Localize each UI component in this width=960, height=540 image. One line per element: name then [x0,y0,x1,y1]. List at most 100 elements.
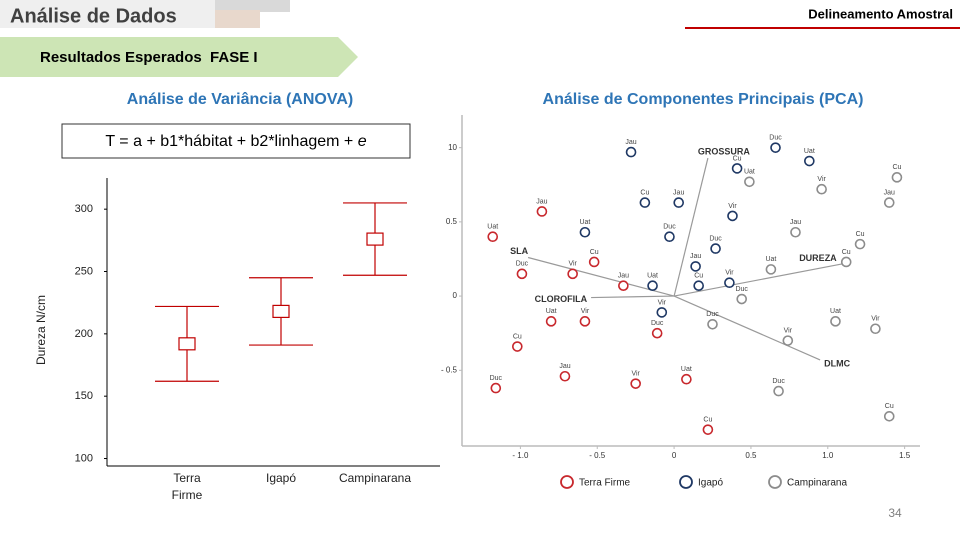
point-label: Vir [784,327,793,334]
point [693,280,704,291]
point [664,231,675,243]
point-label: Jau [536,198,547,205]
point [647,280,658,291]
point [773,385,784,397]
point [516,268,528,280]
point-label: Jau [884,189,895,196]
point-label: Jau [690,253,701,260]
point [579,226,591,238]
point-label: Cu [640,189,649,196]
vector-label: DUREZA [799,253,837,263]
point-label: Cu [842,249,851,256]
point [816,183,827,195]
point [536,206,548,217]
mean-marker [272,304,290,319]
point [588,256,600,268]
vector-label: SLA [510,246,529,256]
point [579,316,591,327]
point-label: Vir [871,316,880,323]
point [830,316,841,327]
point [512,341,523,352]
point-label: Cu [513,333,522,340]
y-tick-label: 10 [448,143,457,152]
point [707,318,718,330]
point-label: Duc [651,320,664,327]
y-tick-label: 0 [453,291,458,300]
point [690,261,701,272]
chart-title: Análise de Variância (ANOVA) [127,91,353,108]
point [710,243,721,254]
point-label: Uat [546,308,557,315]
y-axis-label: Dureza N/cm [34,295,48,365]
point [840,256,852,268]
slide-title: Análise de Dados [10,5,177,27]
point-label: Vir [568,261,577,268]
x-tick-label: - 1.0 [512,451,529,460]
vector-label: GROSSURA [698,146,751,156]
point [724,277,735,289]
legend-label: Terra Firme [579,478,631,489]
loading-vector [591,295,675,299]
legend-marker [679,475,693,489]
banner [0,37,358,77]
point [765,264,777,275]
point-label: Cu [892,164,901,171]
point-label: Duc [706,311,719,318]
point [731,163,743,174]
point-label: Vir [728,203,737,210]
point [639,197,651,208]
y-tick-label: 0.5 [446,217,458,226]
point [744,176,755,188]
point [656,307,668,318]
mean-marker [366,232,384,246]
point-label: Duc [490,375,503,382]
y-tick-label: 250 [75,265,93,277]
chart-title: Análise de Componentes Principais (PCA) [543,91,864,108]
point-label: Cu [885,403,894,410]
point-label: Cu [733,155,742,162]
x-tick-label-line: Firme [172,488,203,502]
y-tick-label: 150 [75,390,93,402]
section-title: Delineamento Amostral [808,6,953,21]
point-label: Duc [516,261,529,268]
y-tick-label: - 0.5 [441,365,458,374]
point-label: Uat [579,219,590,226]
y-tick-label: 300 [75,203,93,215]
point [625,146,637,158]
page-number: 34 [888,506,902,520]
point [618,280,629,291]
point-label: Duc [709,235,722,242]
point-label: Duc [735,286,748,293]
point [567,268,578,280]
decor [215,10,260,28]
x-tick-label: Igapó [266,471,296,485]
point-label: Uat [830,308,841,315]
point [804,155,815,167]
x-tick-label-line: Terra [173,471,201,485]
point [727,210,738,222]
equation-text: T = a + b1*hábitat + b2*linhagem + [105,133,357,150]
point-label: Vir [658,299,667,306]
point-label: Vir [817,176,826,183]
point [681,373,692,385]
point-label: Duc [663,224,676,231]
loading-vector [673,295,821,361]
vector-label: CLOROFILA [535,294,588,304]
equation-box [61,123,411,159]
x-tick-label: 1.5 [899,451,911,460]
decor [200,0,290,12]
point-label: Cu [590,249,599,256]
x-tick-label: 0.5 [745,451,757,460]
y-tick-label: 200 [75,328,93,340]
point-label: Cu [703,417,712,424]
point [782,335,794,346]
point-label: Duc [769,134,782,141]
equation-text: e [358,133,367,150]
point-label: Uat [804,148,815,155]
point-label: Vir [725,270,734,277]
point [490,382,502,394]
point-label: Cu [694,273,703,280]
banner-text: Resultados Esperados FASE I [40,49,258,66]
point [790,226,801,238]
